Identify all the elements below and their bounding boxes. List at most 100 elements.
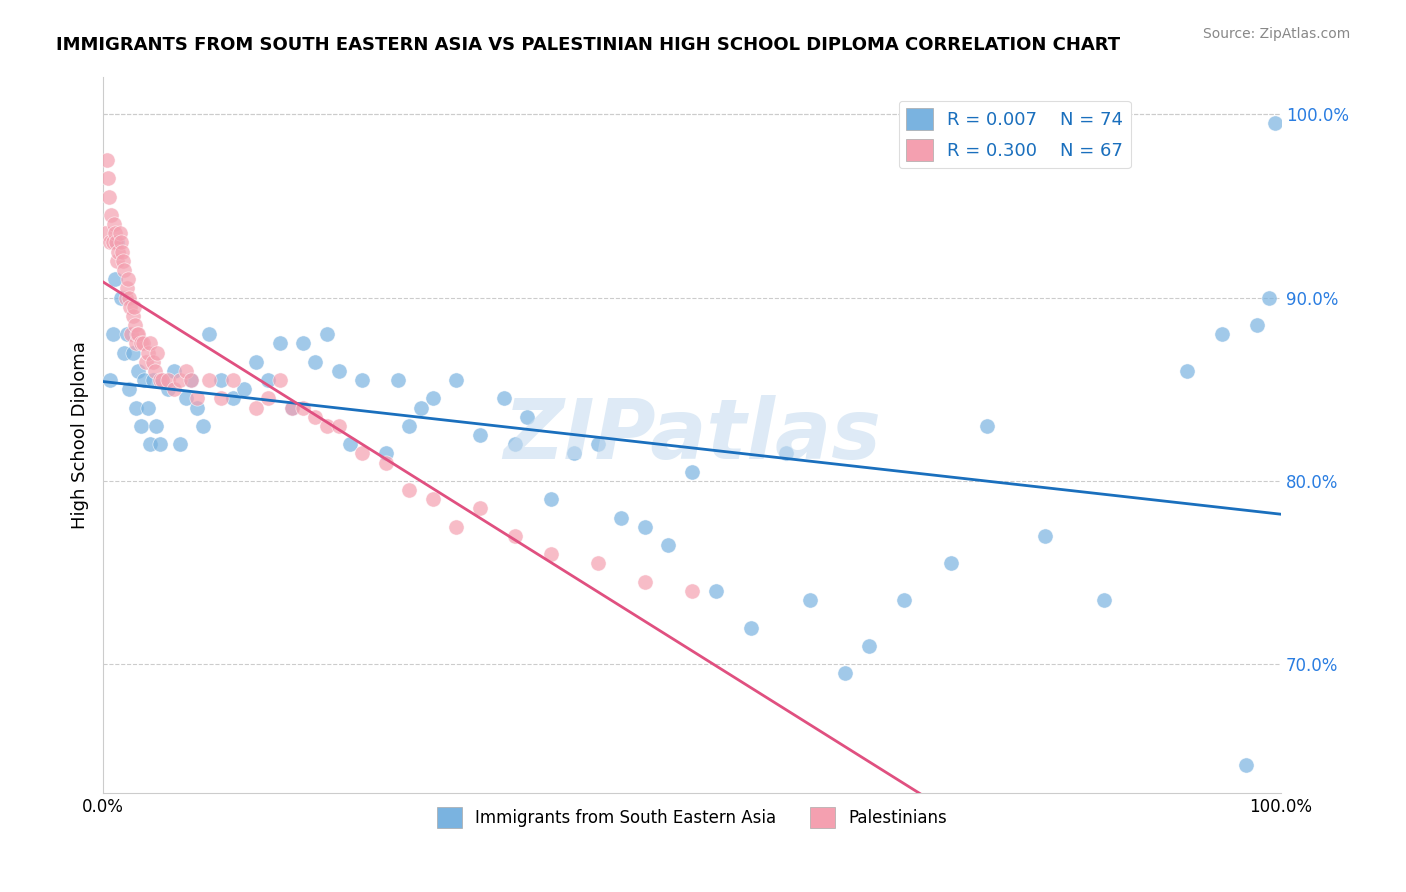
- Point: [257, 392, 280, 406]
- Point: [110, 291, 132, 305]
- Point: [681, 465, 703, 479]
- Point: [398, 418, 420, 433]
- Point: [586, 437, 609, 451]
- Point: [115, 281, 138, 295]
- Point: [150, 373, 173, 387]
- Point: [941, 557, 963, 571]
- Point: [139, 437, 162, 451]
- Point: [125, 401, 148, 415]
- Point: [118, 291, 141, 305]
- Text: ZIPatlas: ZIPatlas: [503, 394, 882, 475]
- Point: [105, 253, 128, 268]
- Point: [799, 593, 821, 607]
- Point: [704, 583, 727, 598]
- Point: [198, 327, 221, 342]
- Point: [562, 446, 585, 460]
- Point: [209, 392, 232, 406]
- Point: [169, 373, 191, 387]
- Point: [97, 171, 120, 186]
- Point: [149, 373, 172, 387]
- Point: [146, 345, 169, 359]
- Point: [280, 401, 302, 415]
- Point: [352, 446, 374, 460]
- Point: [339, 437, 361, 451]
- Point: [112, 263, 135, 277]
- Point: [634, 520, 657, 534]
- Point: [516, 409, 538, 424]
- Point: [540, 547, 562, 561]
- Point: [221, 392, 243, 406]
- Point: [121, 345, 143, 359]
- Point: [387, 373, 409, 387]
- Point: [422, 392, 444, 406]
- Point: [292, 336, 315, 351]
- Point: [145, 418, 167, 433]
- Point: [94, 227, 117, 241]
- Point: [304, 409, 326, 424]
- Point: [163, 364, 186, 378]
- Point: [163, 382, 186, 396]
- Point: [142, 354, 165, 368]
- Point: [328, 418, 350, 433]
- Point: [834, 666, 856, 681]
- Point: [1246, 318, 1268, 332]
- Point: [468, 428, 491, 442]
- Point: [112, 253, 135, 268]
- Point: [180, 373, 202, 387]
- Point: [245, 401, 267, 415]
- Point: [292, 401, 315, 415]
- Point: [174, 364, 197, 378]
- Point: [328, 364, 350, 378]
- Point: [209, 373, 232, 387]
- Point: [120, 300, 142, 314]
- Point: [121, 309, 143, 323]
- Point: [132, 336, 155, 351]
- Point: [316, 327, 339, 342]
- Y-axis label: High School Diploma: High School Diploma: [72, 341, 89, 529]
- Point: [186, 401, 208, 415]
- Point: [280, 401, 302, 415]
- Point: [143, 364, 166, 378]
- Point: [118, 382, 141, 396]
- Point: [233, 382, 256, 396]
- Point: [245, 354, 267, 368]
- Point: [505, 437, 527, 451]
- Point: [120, 327, 142, 342]
- Point: [893, 593, 915, 607]
- Point: [135, 354, 157, 368]
- Point: [115, 327, 138, 342]
- Point: [156, 382, 179, 396]
- Point: [1211, 327, 1233, 342]
- Point: [149, 437, 172, 451]
- Point: [169, 437, 191, 451]
- Point: [101, 235, 124, 250]
- Text: IMMIGRANTS FROM SOUTH EASTERN ASIA VS PALESTINIAN HIGH SCHOOL DIPLOMA CORRELATIO: IMMIGRANTS FROM SOUTH EASTERN ASIA VS PA…: [56, 36, 1121, 54]
- Point: [98, 373, 121, 387]
- Point: [610, 510, 633, 524]
- Point: [111, 244, 134, 259]
- Point: [352, 373, 374, 387]
- Point: [316, 418, 339, 433]
- Point: [150, 373, 173, 387]
- Point: [221, 373, 243, 387]
- Point: [657, 538, 679, 552]
- Point: [374, 446, 396, 460]
- Point: [107, 244, 129, 259]
- Point: [142, 373, 165, 387]
- Point: [269, 336, 291, 351]
- Point: [105, 235, 128, 250]
- Point: [127, 327, 149, 342]
- Point: [681, 583, 703, 598]
- Point: [492, 392, 515, 406]
- Point: [411, 401, 433, 415]
- Legend: Immigrants from South Eastern Asia, Palestinians: Immigrants from South Eastern Asia, Pale…: [430, 801, 953, 834]
- Point: [105, 235, 128, 250]
- Point: [193, 418, 215, 433]
- Point: [446, 520, 468, 534]
- Point: [103, 217, 125, 231]
- Point: [122, 300, 145, 314]
- Point: [1035, 529, 1057, 543]
- Point: [374, 456, 396, 470]
- Point: [186, 392, 208, 406]
- Point: [104, 227, 127, 241]
